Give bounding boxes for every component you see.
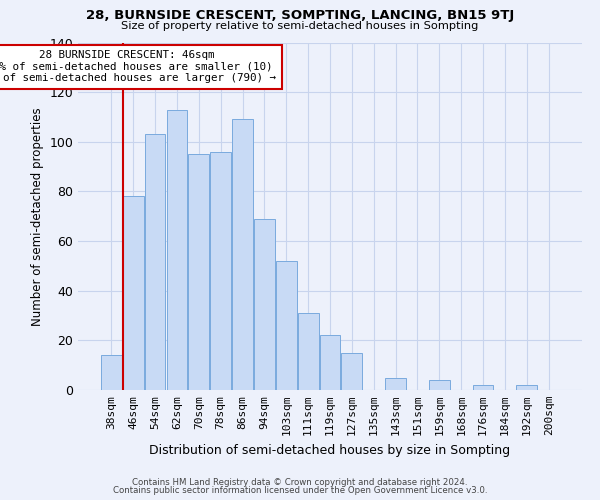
Bar <box>167 110 187 390</box>
Text: Contains HM Land Registry data © Crown copyright and database right 2024.: Contains HM Land Registry data © Crown c… <box>132 478 468 487</box>
Bar <box>123 196 143 390</box>
Bar <box>145 134 166 390</box>
X-axis label: Distribution of semi-detached houses by size in Sompting: Distribution of semi-detached houses by … <box>149 444 511 456</box>
Bar <box>254 218 275 390</box>
Bar <box>517 385 537 390</box>
Text: Contains public sector information licensed under the Open Government Licence v3: Contains public sector information licen… <box>113 486 487 495</box>
Bar <box>101 355 122 390</box>
Bar <box>385 378 406 390</box>
Y-axis label: Number of semi-detached properties: Number of semi-detached properties <box>31 107 44 326</box>
Bar <box>320 336 340 390</box>
Bar <box>341 353 362 390</box>
Bar <box>188 154 209 390</box>
Bar <box>429 380 450 390</box>
Text: 28, BURNSIDE CRESCENT, SOMPTING, LANCING, BN15 9TJ: 28, BURNSIDE CRESCENT, SOMPTING, LANCING… <box>86 9 514 22</box>
Bar <box>473 385 493 390</box>
Text: Size of property relative to semi-detached houses in Sompting: Size of property relative to semi-detach… <box>121 21 479 31</box>
Bar <box>232 120 253 390</box>
Text: 28 BURNSIDE CRESCENT: 46sqm
← 1% of semi-detached houses are smaller (10)
98% of: 28 BURNSIDE CRESCENT: 46sqm ← 1% of semi… <box>0 50 276 83</box>
Bar <box>210 152 231 390</box>
Bar <box>276 261 296 390</box>
Bar <box>298 313 319 390</box>
